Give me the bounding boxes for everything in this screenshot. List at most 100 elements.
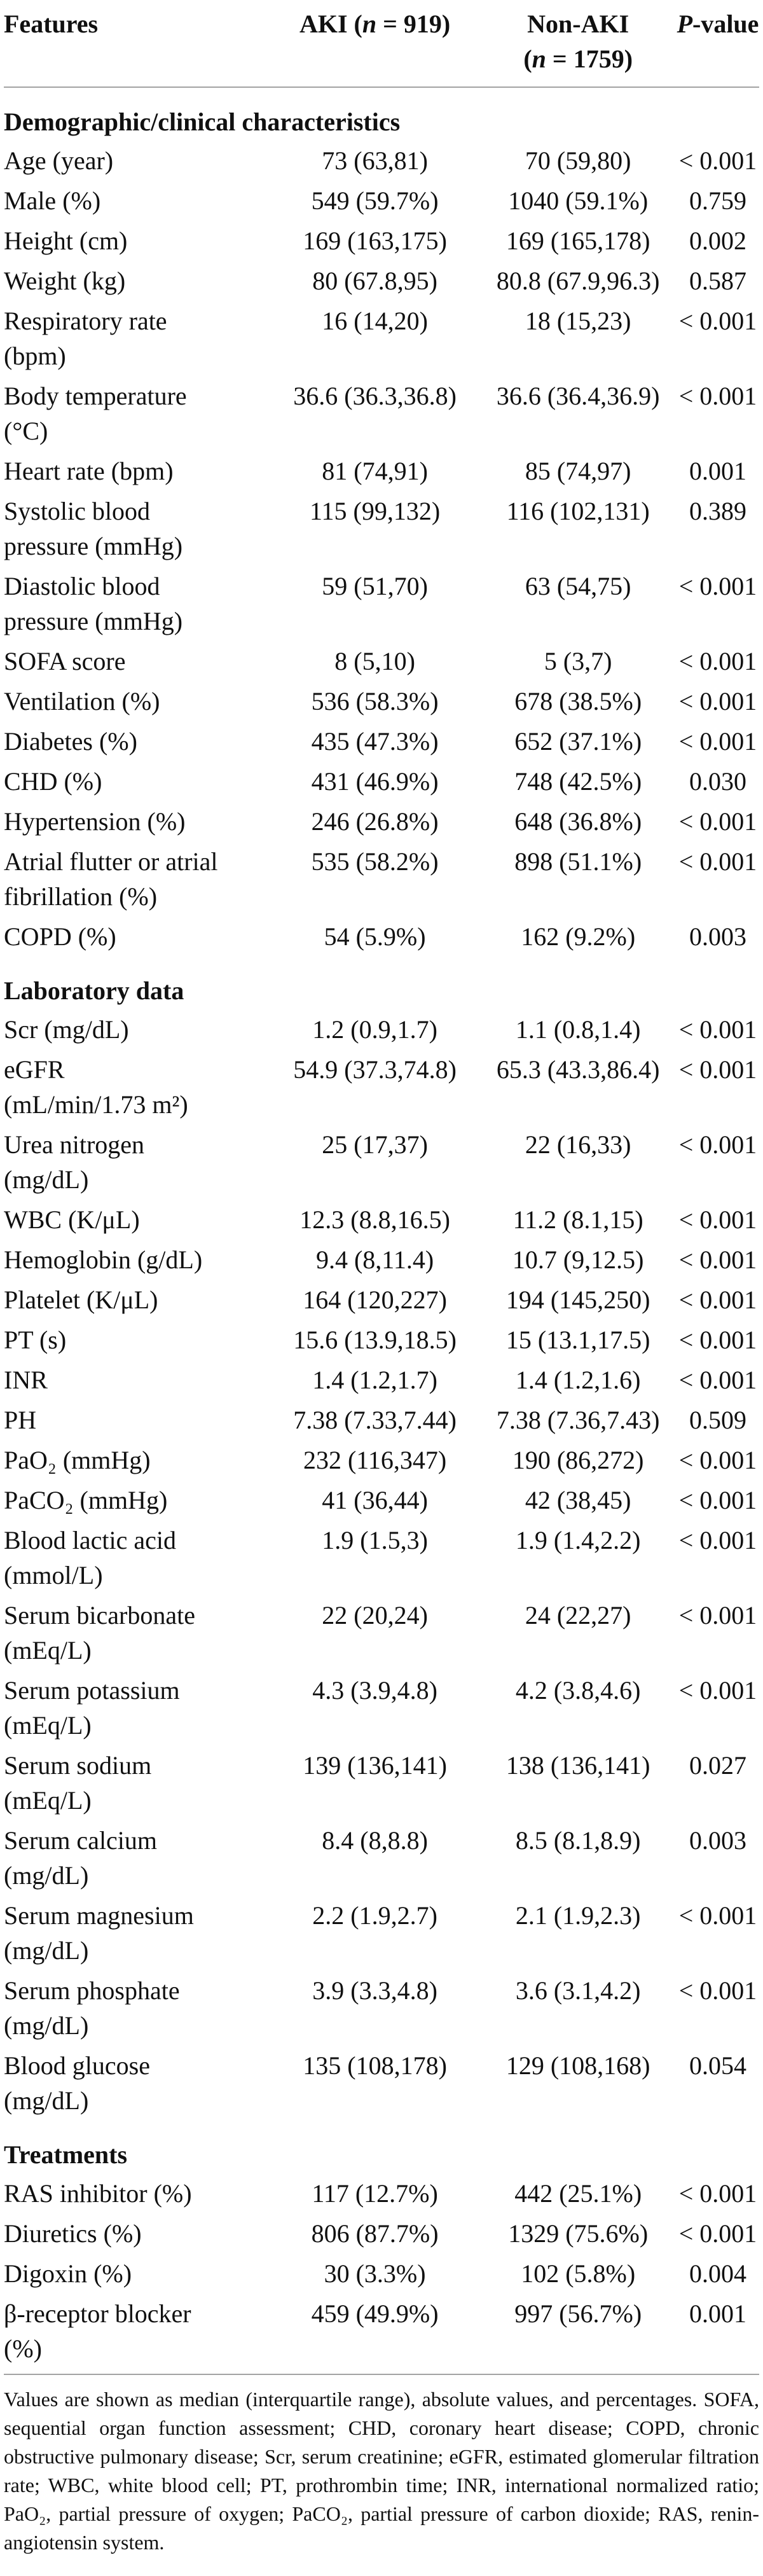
table-row: CHD (%) 431 (46.9%) 748 (42.5%) 0.030: [4, 761, 759, 801]
feature-cell: β-receptor blocker (%): [4, 2294, 270, 2369]
table-row: PT (s) 15.6 (13.9,18.5) 15 (13.1,17.5) < 0.…: [4, 1320, 759, 1360]
p-value-cell: 0.002: [689, 226, 746, 255]
feature-cell: Serum calcium (mg/dL): [4, 1820, 270, 1895]
aki-value-cell: 536 (58.3%): [311, 687, 439, 716]
table-row: Platelet (K/μL) 164 (120,227) 194 (145,250…: [4, 1280, 759, 1320]
non-aki-value-cell: 22 (16,33): [525, 1130, 631, 1159]
aki-value-cell: 2.2 (1.9,2.7): [312, 1901, 437, 1930]
feature-line: Serum potassium: [4, 1676, 180, 1705]
feature-line: Serum magnesium: [4, 1901, 194, 1930]
section-header-row: Treatments: [4, 2121, 759, 2173]
aki-value-cell: 164 (120,227): [303, 1285, 447, 1314]
p-value-cell: 0.004: [689, 2259, 746, 2288]
feature-cell: Urea nitrogen (mg/dL): [4, 1125, 270, 1200]
table-row: Systolic blood pressure (mmHg) 115 (99,132…: [4, 491, 759, 566]
feature-cell: Blood lactic acid (mmol/L): [4, 1520, 270, 1595]
p-value-cell: 0.759: [689, 186, 746, 215]
p-value-cell: 0.389: [689, 497, 746, 525]
feature-line: (°C): [4, 417, 48, 445]
aki-value-cell: 435 (47.3%): [311, 727, 439, 756]
p-value-cell: 0.001: [689, 457, 746, 485]
col-header-aki: AKI (n = 919): [270, 6, 480, 88]
p-value-cell: 0.003: [689, 922, 746, 951]
table-row: Diastolic blood pressure (mmHg) 59 (51,70)…: [4, 566, 759, 641]
feature-cell: Height (cm): [4, 221, 270, 261]
non-aki-value-cell: 997 (56.7%): [514, 2299, 642, 2328]
aki-value-cell: 22 (20,24): [322, 1601, 428, 1630]
table-row: Blood glucose (mg/dL) 135 (108,178) 129 (10…: [4, 2046, 759, 2121]
aki-value-cell: 9.4 (8,11.4): [315, 1245, 434, 1274]
aki-header-n-italic: n: [362, 10, 377, 38]
table-row: Heart rate (bpm) 81 (74,91) 85 (74,97) 0.00…: [4, 451, 759, 491]
feature-line: Digoxin (%): [4, 2259, 132, 2288]
p-value-header-suffix: -value: [692, 10, 759, 38]
non-aki-value-cell: 162 (9.2%): [521, 922, 636, 951]
table-row: Age (year) 73 (63,81) 70 (59,80) < 0.001: [4, 141, 759, 181]
non-aki-value-cell: 102 (5.8%): [521, 2259, 636, 2288]
feature-line: Hypertension (%): [4, 807, 186, 836]
feature-line: PT (s): [4, 1326, 67, 1354]
aki-value-cell: 54 (5.9%): [324, 922, 426, 951]
feature-line: (mg/dL): [4, 1936, 89, 1965]
p-value-cell: 0.027: [689, 1751, 746, 1780]
non-aki-value-cell: 1040 (59.1%): [508, 186, 649, 215]
non-aki-value-cell: 42 (38,45): [525, 1486, 631, 1514]
section-title: Treatments: [4, 2140, 128, 2169]
p-value-cell: 0.001: [689, 2299, 746, 2328]
feature-cell: Blood glucose (mg/dL): [4, 2046, 270, 2121]
aki-value-cell: 169 (163,175): [303, 226, 447, 255]
non-aki-value-cell: 36.6 (36.4,36.9): [496, 382, 660, 410]
non-aki-value-cell: 169 (165,178): [505, 226, 650, 255]
feature-line: β-receptor blocker: [4, 2299, 191, 2328]
feature-cell: Serum potassium (mEq/L): [4, 1670, 270, 1745]
section-header-row: Laboratory data: [4, 957, 759, 1009]
p-value-cell: < 0.001: [678, 1976, 757, 2005]
aki-value-cell: 4.3 (3.9,4.8): [312, 1676, 437, 1705]
feature-line: (bpm): [4, 342, 66, 370]
feature-line: Heart rate (bpm): [4, 457, 174, 485]
p-value-cell: < 0.001: [678, 687, 757, 716]
feature-line: eGFR: [4, 1055, 65, 1084]
feature-line: Scr (mg/dL): [4, 1015, 129, 1044]
col-header-non-aki: Non-AKI (n = 1759): [479, 6, 677, 88]
aki-header-count: = 919): [376, 10, 451, 38]
non-aki-value-cell: 442 (25.1%): [514, 2179, 642, 2208]
feature-line: Platelet (K/μL): [4, 1285, 158, 1314]
table-row: β-receptor blocker (%) 459 (49.9%) 997 (56.…: [4, 2294, 759, 2369]
feature-line: Systolic blood: [4, 497, 151, 525]
header-row: Features AKI (n = 919) Non-AKI (n = 1759…: [4, 6, 759, 88]
feature-line: (mEq/L): [4, 1786, 92, 1815]
feature-cell: Platelet (K/μL): [4, 1280, 270, 1320]
aki-value-cell: 41 (36,44): [322, 1486, 428, 1514]
aki-value-cell: 59 (51,70): [322, 572, 428, 600]
feature-line: (mEq/L): [4, 1636, 92, 1665]
aki-value-cell: 36.6 (36.3,36.8): [293, 382, 457, 410]
non-aki-value-cell: 194 (145,250): [505, 1285, 650, 1314]
aki-value-cell: 8 (5,10): [334, 647, 415, 675]
p-value-cell: < 0.001: [678, 2219, 757, 2248]
non-aki-value-cell: 11.2 (8.1,15): [512, 1205, 643, 1234]
feature-cell: Serum phosphate (mg/dL): [4, 1970, 270, 2046]
p-value-cell: < 0.001: [678, 1901, 757, 1930]
non-aki-header-line1: Non-AKI: [527, 10, 629, 38]
p-value-cell: < 0.001: [678, 307, 757, 335]
feature-cell: Diuretics (%): [4, 2213, 270, 2254]
aki-value-cell: 7.38 (7.33,7.44): [293, 1406, 457, 1434]
feature-cell: Diastolic blood pressure (mmHg): [4, 566, 270, 641]
p-value-cell: < 0.001: [678, 1526, 757, 1555]
aki-value-cell: 30 (3.3%): [324, 2259, 426, 2288]
p-value-cell: < 0.001: [678, 1055, 757, 1084]
non-aki-value-cell: 652 (37.1%): [514, 727, 642, 756]
table-bottom-rule: [4, 2374, 759, 2375]
section-title: Laboratory data: [4, 976, 184, 1005]
aki-value-cell: 549 (59.7%): [311, 186, 439, 215]
p-value-cell: 0.054: [689, 2051, 746, 2080]
feature-line: Body temperature: [4, 382, 187, 410]
non-aki-value-cell: 3.6 (3.1,4.2): [515, 1976, 641, 2005]
feature-cell: SOFA score: [4, 641, 270, 681]
aki-value-cell: 8.4 (8,8.8): [322, 1826, 428, 1855]
aki-value-cell: 3.9 (3.3,4.8): [312, 1976, 437, 2005]
table-row: Serum potassium (mEq/L) 4.3 (3.9,4.8) 4.2 (…: [4, 1670, 759, 1745]
feature-cell: COPD (%): [4, 917, 270, 957]
